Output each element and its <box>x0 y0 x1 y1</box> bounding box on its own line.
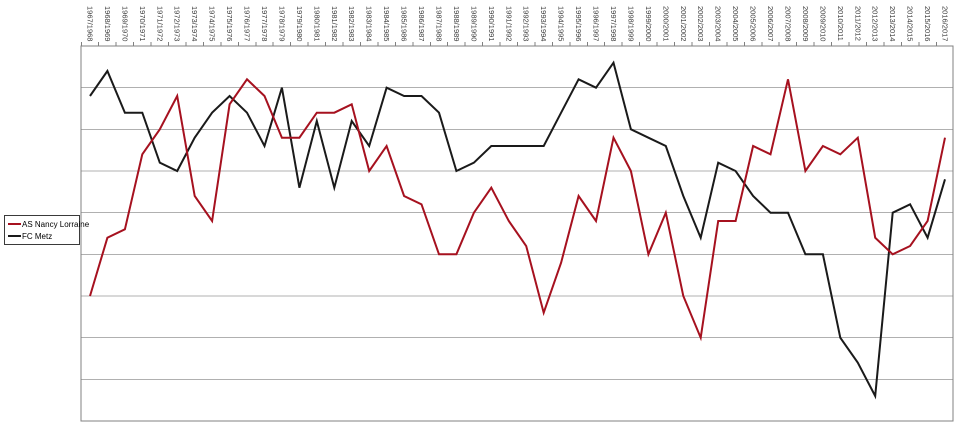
metz-line-swatch <box>8 235 21 237</box>
x-axis-label: 1989/1990 <box>469 5 479 41</box>
x-axis-label: 1978/1979 <box>277 5 287 41</box>
x-axis-label: 1985/1986 <box>399 5 409 41</box>
x-axis-label: 1974/1975 <box>207 5 217 41</box>
x-axis-label: 2010/2011 <box>835 6 845 41</box>
x-axis-label: 2005/2006 <box>748 5 758 41</box>
x-axis-label: 1983/1984 <box>364 5 374 41</box>
x-axis-label: 2013/2014 <box>888 5 898 41</box>
x-axis-label: 2001/2002 <box>678 5 688 41</box>
legend-label-nancy: AS Nancy Lorraine <box>22 219 90 229</box>
legend-item-metz: FC Metz <box>8 231 77 242</box>
x-axis-label: 2008/2009 <box>800 5 810 41</box>
x-axis-label: 1980/1981 <box>312 5 322 41</box>
x-axis-label: 1973/1974 <box>190 5 200 41</box>
as-nancy-lorraine-line <box>89 77 946 342</box>
x-axis-label: 2000/2001 <box>661 5 671 41</box>
x-axis-label: 1975/1976 <box>225 5 235 41</box>
x-axis-label: 1968/1969 <box>102 5 112 41</box>
x-axis-label: 1977/1978 <box>260 5 269 41</box>
x-axis-label: 2009/2010 <box>818 5 828 41</box>
x-axis-label: 2003/2004 <box>713 5 723 41</box>
x-axis-label: 1991/1992 <box>504 5 514 41</box>
x-axis-label: 1988/1989 <box>451 5 461 41</box>
x-axis-label: 1976/1977 <box>242 5 252 41</box>
x-axis-label: 2004/2005 <box>731 5 741 41</box>
x-axis-label: 2002/2003 <box>696 5 706 41</box>
x-axis-label: 1990/1991 <box>486 5 496 41</box>
x-axis-label: 1982/1983 <box>347 5 357 41</box>
x-axis-label: 1986/1987 <box>417 5 426 41</box>
x-axis-label: 1992/1993 <box>521 5 531 41</box>
x-axis-label: 1967/1968 <box>85 5 95 41</box>
x-axis-label: 1995/1996 <box>574 5 584 41</box>
x-axis-label: 1971/1972 <box>155 5 165 41</box>
nancy-line-swatch <box>8 223 21 225</box>
x-axis-label: 1993/1994 <box>539 5 549 41</box>
x-axis-label: 1998/1999 <box>626 5 636 41</box>
x-axis-label: 2011/2012 <box>853 6 863 41</box>
fc-metz-line <box>89 60 946 400</box>
x-axis-label: 1999/2000 <box>643 5 653 41</box>
x-axis-label: 1969/1970 <box>120 5 130 41</box>
x-axis-label: 1970/1971 <box>137 5 147 41</box>
x-axis-label: 1979/1980 <box>294 5 304 41</box>
x-axis-label: 1981/1982 <box>329 5 339 41</box>
x-axis-label: 1984/1985 <box>382 5 392 41</box>
x-axis-label: 2014/2015 <box>905 5 915 41</box>
x-axis-label: 1987/1988 <box>434 5 444 41</box>
legend-label-metz: FC Metz <box>22 231 53 241</box>
x-axis-label: 1972/1973 <box>172 5 182 41</box>
x-axis-label: 1994/1995 <box>556 5 566 41</box>
x-axis-label: 1996/1997 <box>591 5 601 41</box>
x-axis-label: 2012/2013 <box>870 5 880 41</box>
x-axis-label: 2006/2007 <box>766 5 775 41</box>
x-axis-label: 2016/2017 <box>940 5 950 41</box>
x-axis-label: 2007/2008 <box>783 5 793 41</box>
x-axis-label: 2015/2016 <box>923 5 933 41</box>
x-axis-label: 1997/1998 <box>609 5 618 41</box>
legend-item-nancy: AS Nancy Lorraine <box>8 219 89 230</box>
legend: AS Nancy Lorraine FC Metz <box>4 215 89 245</box>
